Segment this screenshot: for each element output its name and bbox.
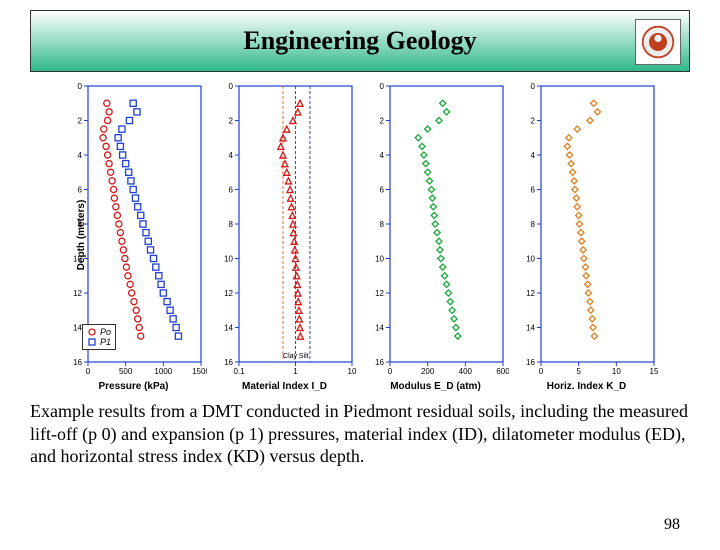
svg-text:10: 10: [375, 255, 384, 264]
svg-text:2: 2: [531, 117, 536, 126]
svg-text:Clay: Clay: [283, 353, 298, 360]
svg-text:10: 10: [224, 255, 233, 264]
svg-text:10: 10: [348, 367, 357, 376]
svg-text:600: 600: [496, 367, 509, 376]
svg-text:0: 0: [388, 367, 393, 376]
svg-text:0.1: 0.1: [233, 367, 245, 376]
svg-text:10: 10: [612, 367, 621, 376]
svg-text:4: 4: [531, 151, 536, 160]
xlabel-pressure: Pressure (kPa): [98, 381, 168, 392]
svg-text:1500: 1500: [192, 367, 207, 376]
svg-text:15: 15: [650, 367, 659, 376]
svg-text:1: 1: [293, 367, 298, 376]
svg-text:2: 2: [78, 117, 83, 126]
svg-text:16: 16: [224, 358, 233, 367]
panel-horiz-index: 0 5 10 15 0 2 4 6 8 10 12 14 16 Horiz. Index K_D: [513, 80, 660, 390]
svg-text:2: 2: [229, 117, 234, 126]
svg-text:0: 0: [78, 82, 83, 91]
svg-text:6: 6: [229, 186, 234, 195]
svg-text:2: 2: [380, 117, 385, 126]
header-title: Engineering Geology: [243, 26, 476, 56]
svg-text:4: 4: [229, 151, 234, 160]
svg-text:6: 6: [380, 186, 385, 195]
svg-text:4: 4: [78, 151, 83, 160]
svg-text:0: 0: [531, 82, 536, 91]
svg-text:0: 0: [539, 367, 544, 376]
svg-text:8: 8: [531, 220, 536, 229]
svg-text:14: 14: [526, 324, 535, 333]
svg-text:12: 12: [73, 289, 82, 298]
caption: Example results from a DMT conducted in …: [30, 400, 690, 468]
svg-text:16: 16: [526, 358, 535, 367]
svg-text:1000: 1000: [154, 367, 172, 376]
svg-text:14: 14: [375, 324, 384, 333]
panel-pressure: Depth (meters) 0500100015000246810121416…: [60, 80, 207, 390]
page-number: 98: [664, 516, 680, 534]
panel-material-index: 0.1 1 10 0 2 4 6 8 10 12 14 16 ClaySilt Material Ind…: [211, 80, 358, 390]
svg-text:8: 8: [380, 220, 385, 229]
xlabel-material: Material Index I_D: [242, 381, 327, 392]
svg-text:0: 0: [229, 82, 234, 91]
svg-text:6: 6: [531, 186, 536, 195]
legend-pressure: PoP1: [82, 324, 116, 350]
svg-text:500: 500: [119, 367, 133, 376]
panel-modulus: 0 200 400 600 0 2 4 6 8 10 12 14 16 Modulus E_D (atm…: [362, 80, 509, 390]
crest-icon: [635, 19, 681, 65]
xlabel-horiz: Horiz. Index K_D: [547, 381, 626, 392]
svg-text:10: 10: [526, 255, 535, 264]
svg-text:16: 16: [73, 358, 82, 367]
svg-text:4: 4: [380, 151, 385, 160]
ylabel: Depth (meters): [76, 200, 87, 271]
svg-text:400: 400: [459, 367, 473, 376]
svg-text:12: 12: [375, 289, 384, 298]
svg-text:200: 200: [421, 367, 435, 376]
svg-text:8: 8: [229, 220, 234, 229]
xlabel-modulus: Modulus E_D (atm): [390, 381, 481, 392]
svg-text:Silt: Silt: [299, 353, 309, 360]
svg-text:5: 5: [576, 367, 581, 376]
charts-row: Depth (meters) 0500100015000246810121416…: [60, 80, 660, 390]
header-bar: Engineering Geology: [30, 10, 690, 72]
svg-text:0: 0: [86, 367, 91, 376]
svg-text:0: 0: [380, 82, 385, 91]
svg-text:12: 12: [526, 289, 535, 298]
svg-text:12: 12: [224, 289, 233, 298]
svg-text:16: 16: [375, 358, 384, 367]
svg-text:6: 6: [78, 186, 83, 195]
svg-text:14: 14: [224, 324, 233, 333]
